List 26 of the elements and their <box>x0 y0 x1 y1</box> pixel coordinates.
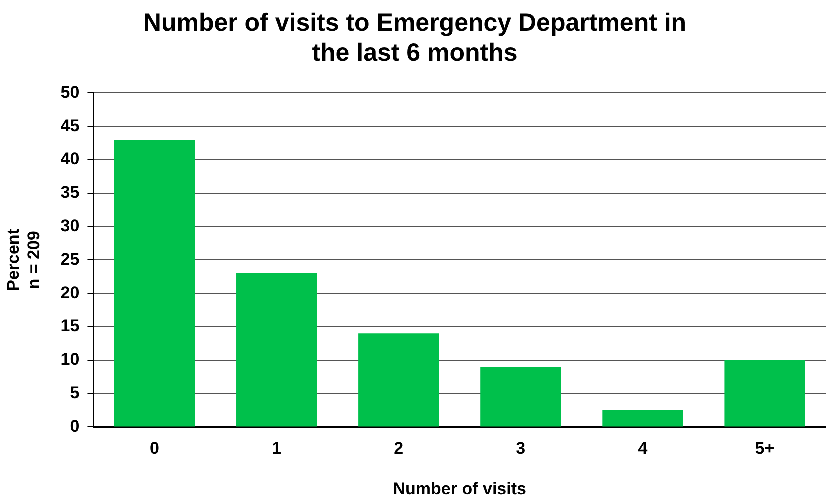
x-tick-label: 4 <box>638 439 648 458</box>
x-axis-title: Number of visits <box>393 479 526 498</box>
bar <box>602 410 684 427</box>
y-tick-label: 45 <box>60 116 80 136</box>
x-tick-label: 0 <box>150 439 160 458</box>
y-tick-label: 40 <box>60 150 80 169</box>
y-tick-label: 30 <box>60 216 80 236</box>
x-tick-label: 3 <box>516 439 526 458</box>
bar <box>236 274 318 427</box>
x-tick-label: 1 <box>272 439 282 458</box>
x-tick-label: 5+ <box>755 439 775 458</box>
y-tick-label: 0 <box>70 416 80 436</box>
x-tick-label: 2 <box>394 439 404 458</box>
y-tick-label: 10 <box>60 350 80 370</box>
bar <box>114 140 196 427</box>
y-tick-label: 5 <box>70 383 80 402</box>
y-tick-label: 35 <box>60 183 80 202</box>
y-tick-label: 25 <box>60 250 80 269</box>
y-tick-label: 50 <box>60 82 80 102</box>
bar <box>724 360 806 427</box>
chart-title: Number of visits to Emergency Department in the last 6 months <box>142 8 688 68</box>
y-tick-label: 20 <box>60 283 80 302</box>
y-axis-title: Percent n = 209 <box>4 228 44 292</box>
y-tick-label: 15 <box>60 316 80 336</box>
bar <box>358 334 440 427</box>
bar <box>480 367 562 427</box>
